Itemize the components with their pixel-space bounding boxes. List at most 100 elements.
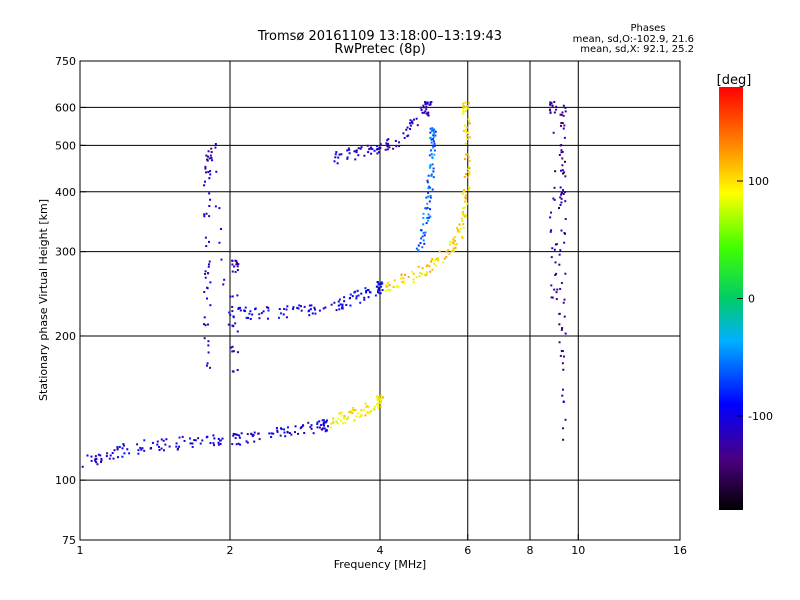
scatter-point xyxy=(437,259,440,262)
x-axis-ticks: 1 2 4 6 8 10 16 xyxy=(77,534,687,557)
scatter-point xyxy=(136,443,139,446)
scatter-point xyxy=(109,454,112,457)
scatter-point xyxy=(369,291,372,294)
scatter-point xyxy=(468,167,471,170)
scatter-point xyxy=(366,405,369,408)
scatter-point xyxy=(316,426,319,429)
scatter-point xyxy=(427,219,430,222)
scatter-point xyxy=(206,155,209,158)
scatter-point xyxy=(347,147,350,150)
scatter-point xyxy=(360,146,363,149)
scatter-point xyxy=(559,196,562,199)
scatter-point xyxy=(354,408,357,411)
scatter-point xyxy=(86,454,89,457)
scatter-point xyxy=(424,110,427,113)
scatter-point xyxy=(562,114,565,117)
scatter-point xyxy=(245,316,248,319)
scatter-point xyxy=(561,327,564,330)
scatter-point xyxy=(250,432,253,435)
scatter-point xyxy=(424,231,427,234)
colorbar-tick-label: 100 xyxy=(748,175,769,188)
scatter-point xyxy=(423,242,426,245)
scatter-point xyxy=(453,239,456,242)
scatter-point xyxy=(276,430,279,433)
scatter-point xyxy=(562,172,565,175)
scatter-point xyxy=(207,272,210,275)
scatter-point xyxy=(232,350,235,353)
scatter-point xyxy=(466,126,469,129)
scatter-point xyxy=(562,400,565,403)
scatter-point xyxy=(123,444,126,447)
scatter-point xyxy=(236,261,239,264)
scatter-point xyxy=(121,447,124,450)
scatter-point xyxy=(561,362,564,365)
scatter-point xyxy=(299,305,302,308)
scatter-point xyxy=(458,223,461,226)
scatter-point xyxy=(356,289,359,292)
scatter-point xyxy=(377,406,380,409)
scatter-point xyxy=(337,300,340,303)
scatter-point xyxy=(420,237,423,240)
scatter-point xyxy=(466,134,469,137)
scatter-point xyxy=(425,273,428,276)
scatter-point xyxy=(379,398,382,401)
scatter-point xyxy=(452,249,455,252)
scatter-point xyxy=(561,122,564,125)
scatter-point xyxy=(379,400,382,403)
scatter-point xyxy=(137,452,140,455)
scatter-point xyxy=(364,414,367,417)
scatter-point xyxy=(206,158,209,161)
scatter-point xyxy=(549,216,552,219)
scatter-point xyxy=(408,122,411,125)
scatter-point xyxy=(253,431,256,434)
scatter-point xyxy=(429,164,432,167)
scatter-point xyxy=(445,255,448,258)
phases-line-o: mean, sd,O:-102.9, 21.6 xyxy=(573,34,694,45)
scatter-point xyxy=(105,455,108,458)
scatter-point xyxy=(459,228,462,231)
scatter-point xyxy=(432,170,435,173)
scatter-point xyxy=(251,313,254,316)
scatter-point xyxy=(429,270,432,273)
scatter-point xyxy=(336,162,339,165)
scatter-point xyxy=(231,263,234,266)
scatter-point xyxy=(387,138,390,141)
scatter-point xyxy=(425,271,428,274)
scatter-point xyxy=(208,192,211,195)
scatter-point xyxy=(465,138,468,141)
scatter-point xyxy=(558,312,561,315)
scatter-point xyxy=(553,100,556,103)
scatter-point xyxy=(207,150,210,153)
scatter-point xyxy=(428,265,431,268)
scatter-point xyxy=(398,141,401,144)
scatter-point xyxy=(214,205,217,208)
scatter-point xyxy=(438,250,441,253)
scatter-point xyxy=(251,435,254,438)
scatter-point xyxy=(463,206,466,209)
scatter-point xyxy=(456,230,459,233)
scatter-point xyxy=(462,227,465,230)
scatter-points xyxy=(81,100,567,468)
scatter-point xyxy=(204,165,207,168)
scatter-point xyxy=(452,242,455,245)
scatter-point xyxy=(559,354,562,357)
scatter-point xyxy=(231,295,234,298)
scatter-point xyxy=(552,197,555,200)
scatter-point xyxy=(334,156,337,159)
scatter-point xyxy=(234,259,237,262)
x-tick-label: 10 xyxy=(571,544,585,557)
scatter-point xyxy=(340,414,343,417)
scatter-point xyxy=(324,306,327,309)
scatter-point xyxy=(430,173,433,176)
scatter-point xyxy=(462,112,465,115)
scatter-point xyxy=(460,212,463,215)
scatter-point xyxy=(431,257,434,260)
scatter-point xyxy=(100,457,103,460)
scatter-point xyxy=(335,151,338,154)
scatter-point xyxy=(563,355,566,358)
scatter-point xyxy=(96,463,99,466)
scatter-point xyxy=(554,243,557,246)
scatter-point xyxy=(429,215,432,218)
scatter-point xyxy=(377,291,380,294)
scatter-point xyxy=(432,129,435,132)
